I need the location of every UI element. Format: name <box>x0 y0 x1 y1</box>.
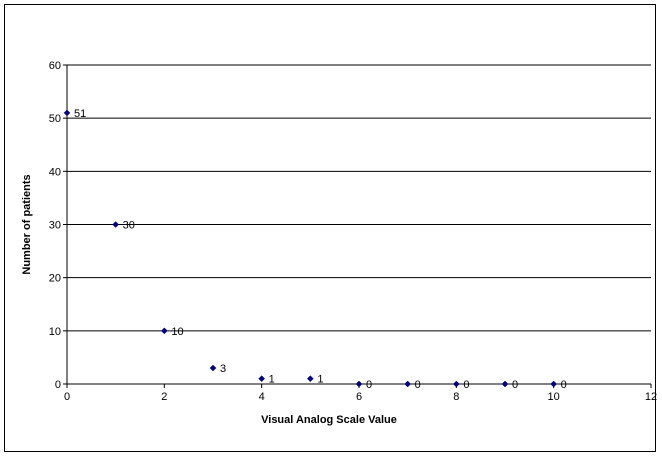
y-tick-label: 20 <box>49 273 61 285</box>
data-point <box>112 221 120 228</box>
chart-area <box>4 4 656 452</box>
data-label: 0 <box>463 379 469 391</box>
data-point <box>209 364 217 372</box>
data-label: 0 <box>561 379 567 391</box>
x-tick-label: 12 <box>645 391 657 403</box>
data-point <box>355 380 363 388</box>
y-tick-label: 60 <box>49 60 61 72</box>
y-axis-title: Number of patients <box>21 174 33 274</box>
data-point <box>452 380 460 388</box>
x-tick-label: 10 <box>548 391 560 403</box>
x-tick-label: 4 <box>259 391 265 403</box>
y-tick-label: 0 <box>55 379 61 391</box>
data-point <box>63 109 71 117</box>
data-label: 0 <box>366 379 372 391</box>
y-tick-label: 30 <box>49 220 61 232</box>
data-label: 0 <box>415 379 421 391</box>
y-tick-label: 50 <box>49 113 61 125</box>
data-label: 0 <box>512 379 518 391</box>
gridlines <box>67 64 651 332</box>
x-tick-label: 2 <box>161 391 167 403</box>
data-point <box>160 327 168 335</box>
x-tick-label: 8 <box>453 391 459 403</box>
y-tick-label: 10 <box>49 326 61 338</box>
x-tick-label: 6 <box>356 391 362 403</box>
data-point <box>258 375 266 383</box>
data-label: 30 <box>123 220 135 232</box>
data-label: 51 <box>74 108 86 120</box>
x-tick-label: 0 <box>64 391 70 403</box>
axes <box>63 64 652 388</box>
data-point <box>550 380 558 388</box>
data-label: 3 <box>220 363 226 375</box>
data-label: 1 <box>269 374 275 386</box>
data-point <box>404 380 412 388</box>
data-points <box>63 109 558 388</box>
data-label: 10 <box>171 326 183 338</box>
data-point <box>501 380 509 388</box>
data-point <box>306 375 314 383</box>
y-tick-label: 40 <box>49 166 61 178</box>
x-axis-title: Visual Analog Scale Value <box>261 414 397 426</box>
data-label: 1 <box>317 374 323 386</box>
